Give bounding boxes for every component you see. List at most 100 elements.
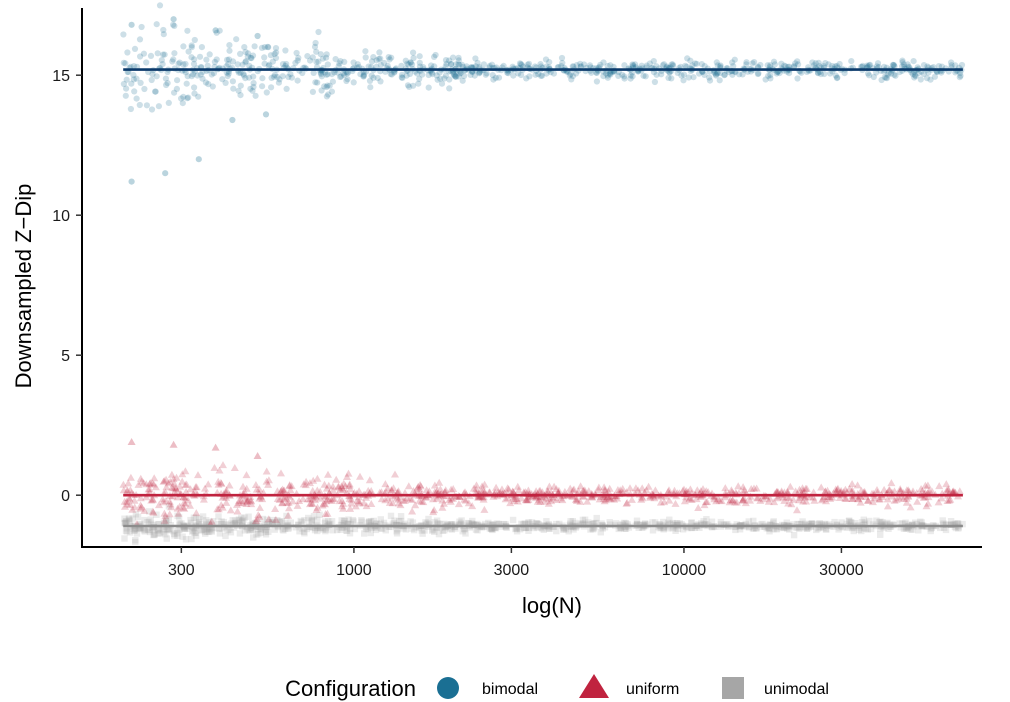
point-uniform — [409, 487, 418, 494]
point-unimodal — [927, 527, 934, 535]
point-uniform — [806, 493, 815, 501]
point-unimodal — [230, 524, 238, 531]
point-unimodal — [299, 525, 306, 532]
point-uniform — [902, 486, 911, 494]
point-uniform — [233, 500, 241, 508]
point-unimodal — [437, 520, 444, 528]
point-bimodal — [185, 94, 192, 101]
point-bimodal — [128, 80, 135, 87]
point-uniform — [547, 497, 556, 505]
point-bimodal — [776, 70, 783, 77]
point-bimodal — [668, 75, 675, 82]
point-uniform — [387, 485, 396, 493]
point-uniform — [251, 517, 260, 524]
point-uniform — [791, 487, 800, 495]
point-unimodal — [434, 520, 442, 527]
point-unimodal — [276, 518, 284, 525]
point-bimodal — [619, 71, 626, 78]
point-unimodal — [784, 525, 791, 532]
point-uniform — [717, 497, 726, 505]
point-uniform — [642, 486, 651, 494]
point-unimodal — [415, 524, 422, 532]
point-unimodal — [513, 525, 520, 532]
point-unimodal — [422, 521, 430, 528]
point-bimodal — [923, 75, 931, 82]
point-unimodal — [543, 518, 550, 525]
point-uniform — [579, 486, 588, 494]
point-unimodal — [160, 519, 168, 527]
point-bimodal — [577, 63, 585, 70]
point-bimodal — [755, 70, 762, 77]
point-bimodal — [866, 72, 873, 79]
point-uniform — [899, 495, 908, 502]
point-uniform — [726, 496, 735, 504]
point-uniform — [273, 487, 282, 495]
point-bimodal — [434, 76, 441, 83]
point-uniform — [399, 496, 408, 504]
point-bimodal — [261, 60, 268, 67]
point-unimodal — [220, 518, 227, 526]
point-unimodal — [344, 527, 351, 534]
point-unimodal — [701, 521, 708, 528]
point-bimodal — [632, 61, 639, 68]
point-bimodal — [627, 75, 634, 82]
point-bimodal — [273, 49, 280, 56]
point-bimodal — [474, 59, 481, 66]
point-unimodal — [688, 524, 695, 532]
point-uniform — [504, 485, 513, 493]
series-unimodal — [121, 503, 966, 546]
point-uniform — [429, 508, 438, 516]
point-unimodal — [487, 525, 495, 533]
point-unimodal — [136, 524, 143, 532]
point-unimodal — [866, 517, 873, 525]
point-unimodal — [163, 535, 170, 542]
point-uniform — [848, 488, 856, 496]
point-unimodal — [165, 503, 173, 510]
point-unimodal — [518, 520, 525, 528]
point-bimodal — [124, 49, 131, 56]
point-unimodal — [904, 524, 912, 532]
point-unimodal — [660, 524, 667, 532]
point-unimodal — [259, 515, 266, 523]
point-uniform — [242, 500, 251, 507]
point-uniform — [280, 494, 288, 502]
point-unimodal — [309, 524, 316, 531]
point-unimodal — [658, 524, 665, 532]
point-unimodal — [373, 524, 380, 531]
point-uniform — [165, 497, 174, 505]
point-unimodal — [377, 525, 385, 532]
point-uniform — [693, 486, 702, 494]
point-bimodal — [368, 72, 375, 79]
point-bimodal — [717, 63, 724, 70]
point-bimodal — [159, 61, 166, 68]
point-bimodal — [282, 47, 289, 54]
point-unimodal — [148, 520, 155, 527]
point-uniform — [295, 497, 304, 504]
point-uniform — [124, 479, 133, 487]
point-uniform — [313, 474, 322, 482]
x-axis-ticks: 300 1000 3000 10000 30000 — [168, 547, 864, 579]
point-uniform — [728, 496, 737, 504]
point-uniform — [181, 481, 190, 488]
point-unimodal — [560, 526, 567, 533]
point-uniform — [383, 484, 392, 492]
point-unimodal — [189, 528, 196, 535]
point-uniform — [126, 486, 135, 494]
point-uniform — [308, 500, 317, 507]
point-uniform — [873, 486, 881, 493]
point-bimodal — [721, 71, 728, 78]
point-uniform — [651, 486, 660, 494]
point-uniform — [436, 485, 445, 493]
point-bimodal — [794, 58, 801, 65]
point-bimodal — [798, 69, 805, 76]
point-bimodal — [931, 73, 939, 80]
point-uniform — [210, 463, 219, 471]
point-uniform — [218, 503, 227, 511]
point-unimodal — [190, 524, 197, 532]
point-uniform — [415, 485, 424, 493]
point-unimodal — [232, 520, 239, 527]
point-unimodal — [516, 526, 524, 533]
point-unimodal — [344, 520, 352, 527]
point-uniform — [606, 495, 615, 503]
point-bimodal — [209, 83, 216, 90]
